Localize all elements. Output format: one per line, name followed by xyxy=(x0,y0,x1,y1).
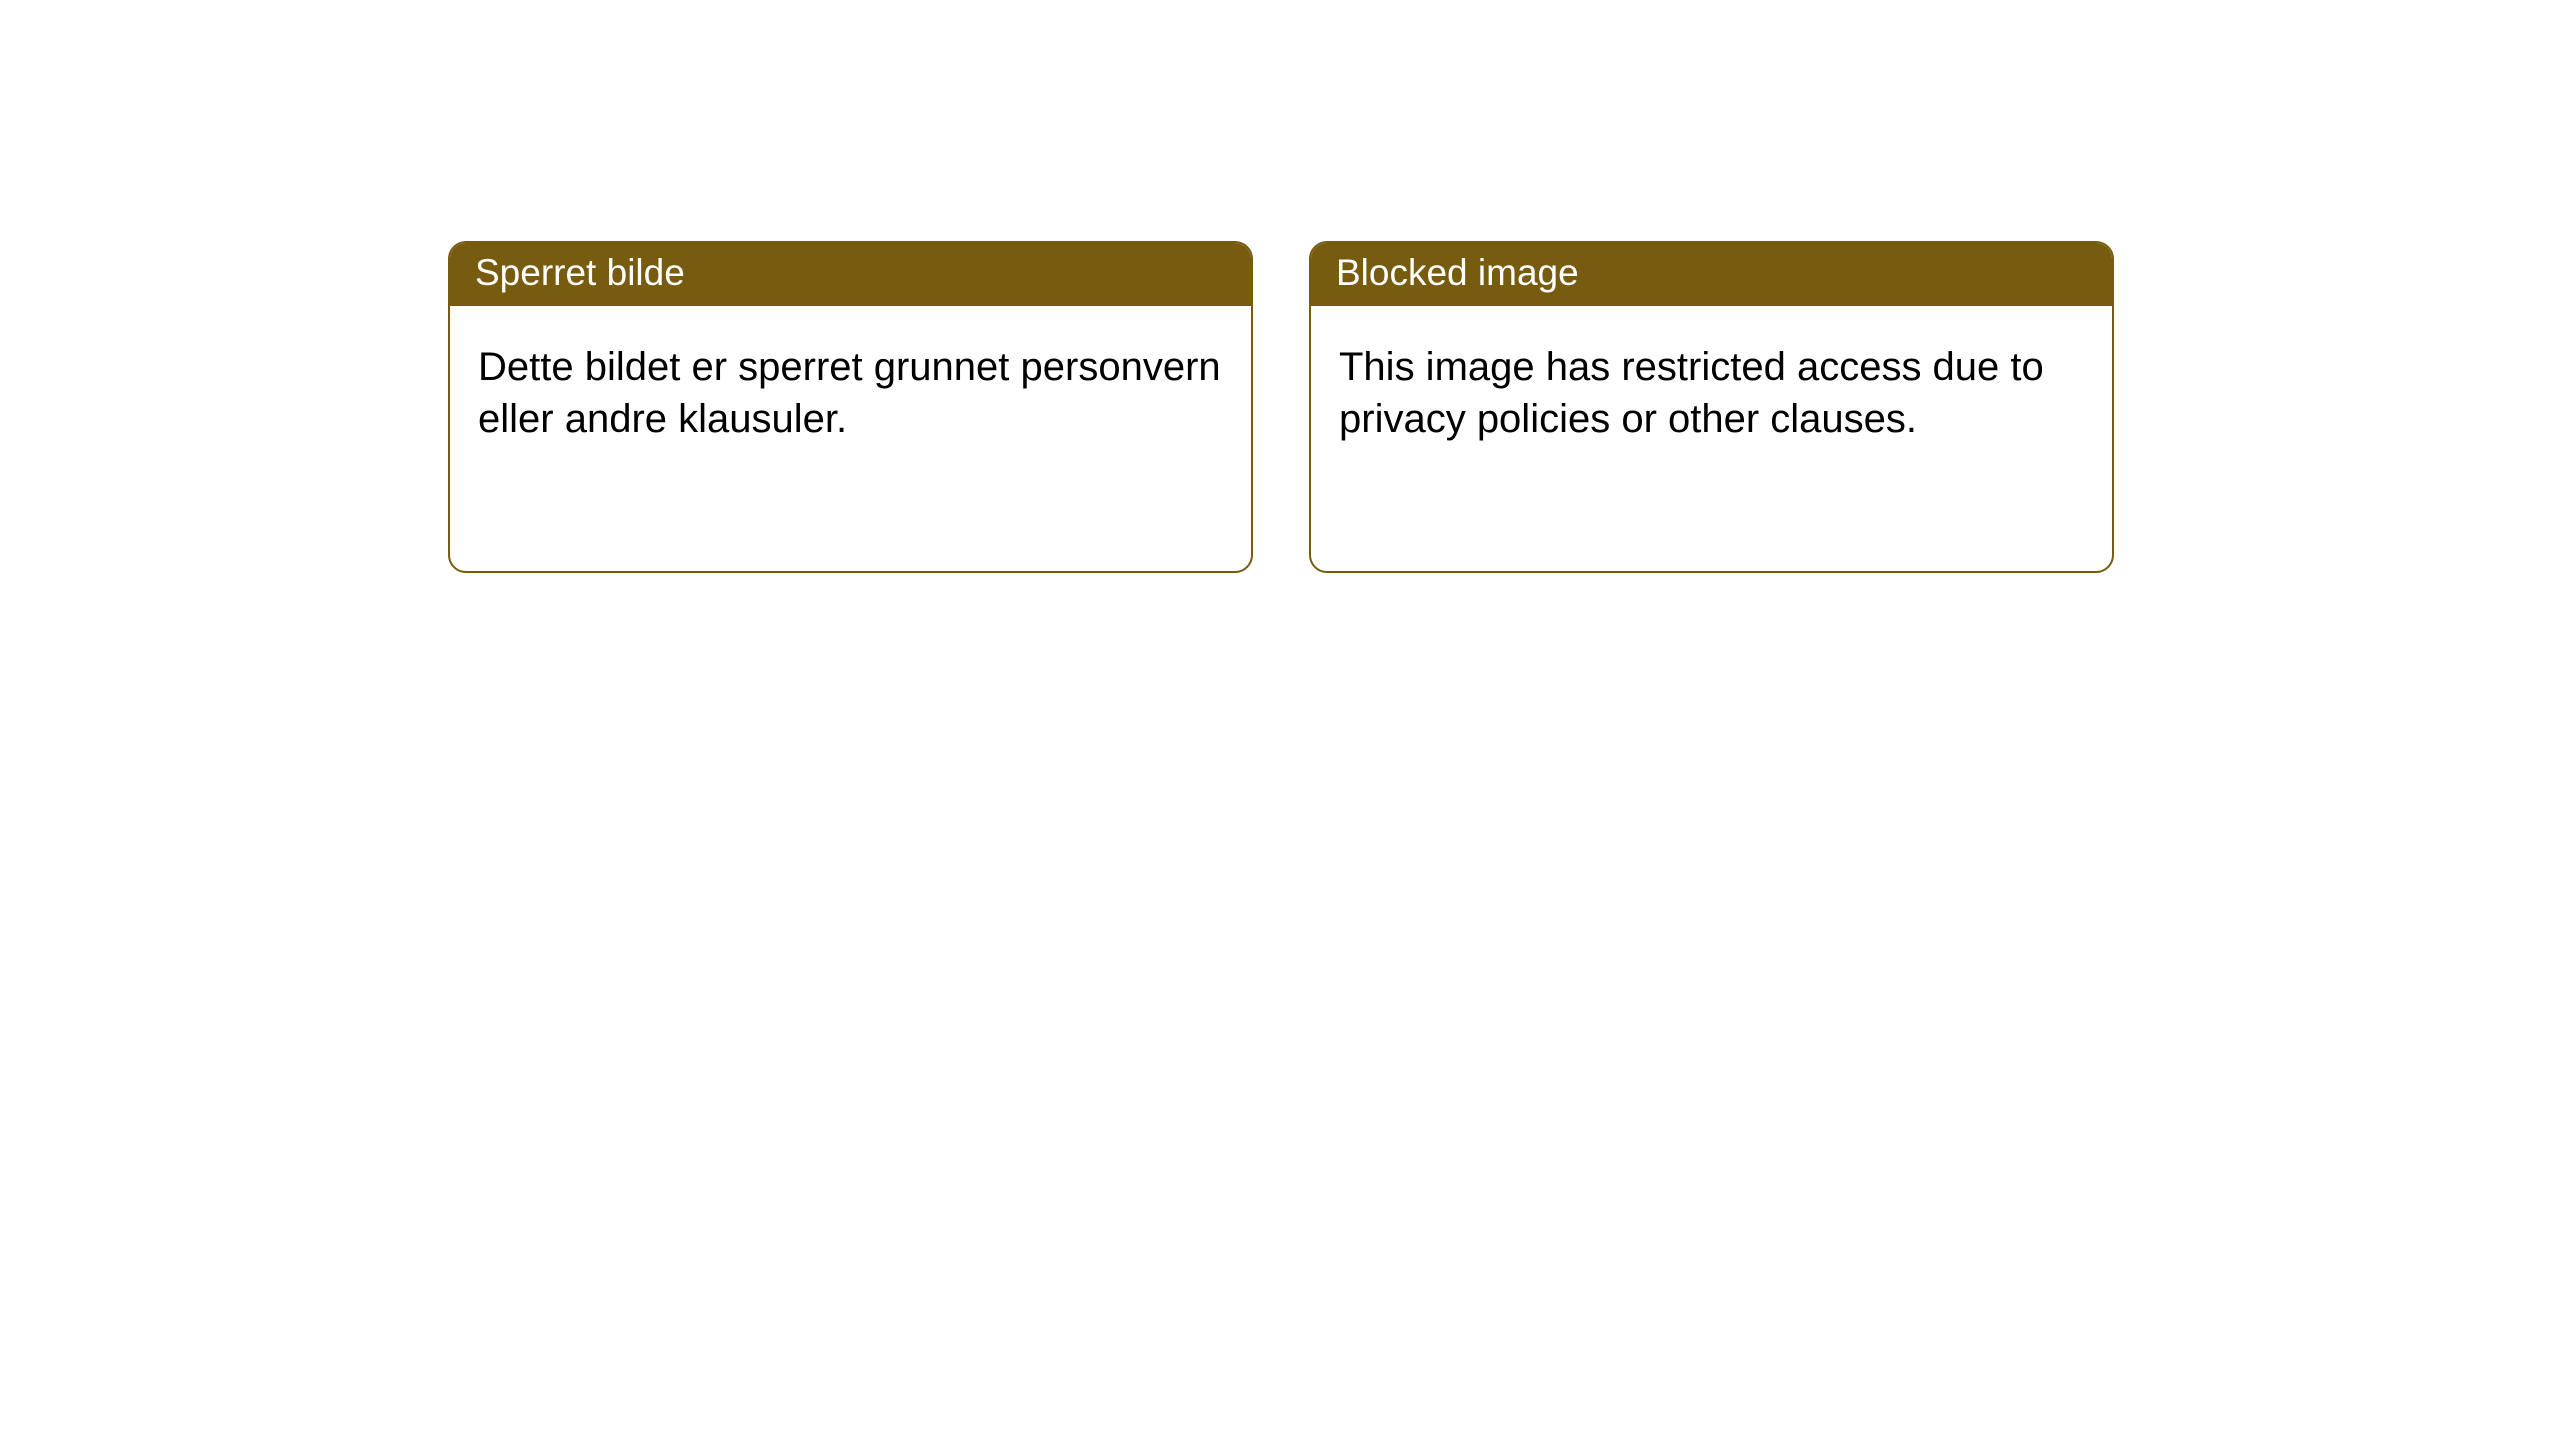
notice-card-norwegian: Sperret bilde Dette bildet er sperret gr… xyxy=(448,241,1253,573)
notice-body-norwegian: Dette bildet er sperret grunnet personve… xyxy=(450,306,1251,472)
notice-title-norwegian: Sperret bilde xyxy=(450,243,1251,306)
notice-title-english: Blocked image xyxy=(1311,243,2112,306)
notice-body-english: This image has restricted access due to … xyxy=(1311,306,2112,472)
notice-card-english: Blocked image This image has restricted … xyxy=(1309,241,2114,573)
notice-container: Sperret bilde Dette bildet er sperret gr… xyxy=(0,0,2560,573)
